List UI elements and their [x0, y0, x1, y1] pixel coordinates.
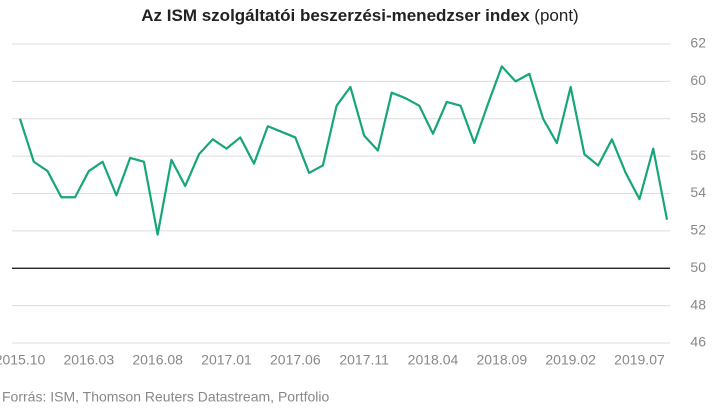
y-tick-label: 52	[690, 222, 706, 238]
y-tick-label: 60	[690, 72, 706, 88]
x-tick-label: 2017.11	[339, 352, 389, 368]
y-tick-label: 56	[690, 147, 706, 163]
x-tick-label: 2018.04	[408, 352, 459, 368]
y-tick-label: 58	[690, 109, 706, 125]
y-tick-label: 46	[690, 334, 706, 350]
title-main: Az ISM szolgáltatói beszerzési-menedzser…	[141, 6, 530, 25]
chart-title: Az ISM szolgáltatói beszerzési-menedzser…	[141, 6, 578, 25]
x-tick-label: 2016.03	[64, 352, 115, 368]
y-tick-label: 50	[690, 259, 706, 275]
y-tick-label: 62	[690, 35, 706, 51]
x-tick-label: 2016.08	[132, 352, 183, 368]
x-tick-label: 2019.02	[545, 352, 596, 368]
y-tick-label: 54	[690, 184, 706, 200]
x-tick-label: 2017.06	[270, 352, 321, 368]
title-unit: (pont)	[534, 6, 578, 25]
source: Forrás: ISM, Thomson Reuters Datastream,…	[2, 389, 330, 405]
x-tick-label: 2019.07	[614, 352, 665, 368]
line	[18, 65, 669, 236]
x-tick-label: 2018.09	[477, 352, 528, 368]
y-tick-label: 48	[690, 296, 706, 312]
x-tick-label: 2017.01	[201, 352, 252, 368]
